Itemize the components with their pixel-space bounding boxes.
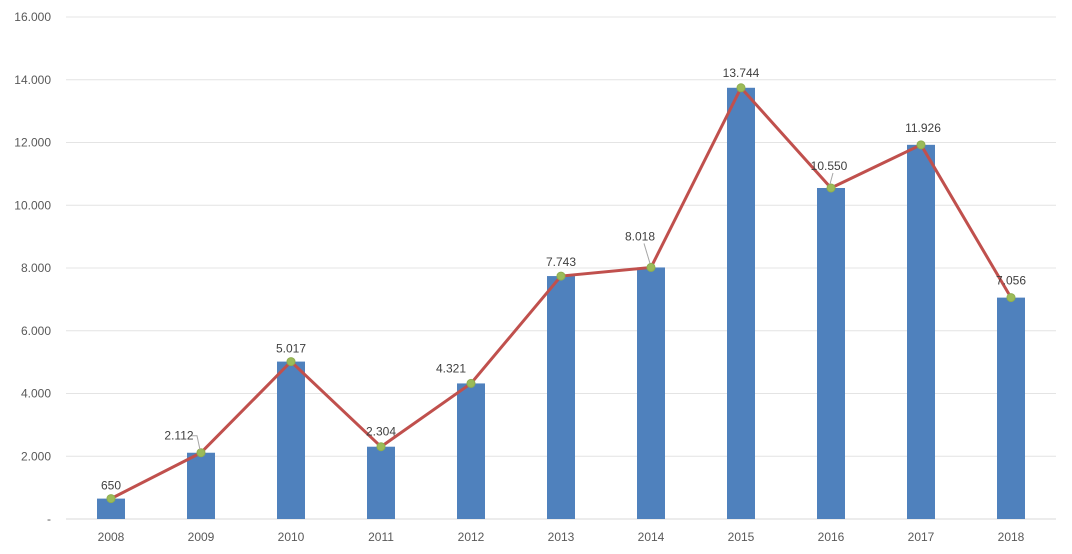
y-tick-label: 12.000 — [14, 136, 51, 150]
data-label-2015: 13.744 — [723, 66, 760, 80]
line-point-2016 — [826, 183, 836, 193]
x-axis-ticks: 2008 2009 2010 2011 2012 2013 2014 2015 2016 2017… — [98, 530, 1025, 544]
data-label-2011: 2.304 — [366, 425, 396, 439]
label-leader — [829, 172, 834, 185]
bar-2010 — [277, 361, 305, 519]
data-label-2017: 11.926 — [905, 121, 941, 135]
line-point-2014 — [646, 262, 656, 272]
x-tick-label: 2013 — [548, 530, 575, 544]
x-tick-label: 2016 — [818, 530, 845, 544]
y-tick-label: 10.000 — [14, 198, 51, 212]
y-tick-label: 14.000 — [14, 73, 51, 87]
bar-series — [97, 87, 1025, 520]
x-tick-label: 2018 — [998, 530, 1025, 544]
line-point-2013 — [556, 271, 566, 281]
x-tick-label: 2010 — [278, 530, 305, 544]
data-label-2010: 5.017 — [276, 342, 306, 356]
line-point-2008 — [106, 494, 116, 504]
bar-2013 — [547, 276, 575, 519]
y-tick-label: 4.000 — [21, 387, 51, 401]
data-labels: 650 2.112 5.017 2.304 4.321 7.743 8.018 13.744 1… — [101, 66, 1026, 493]
x-tick-label: 2011 — [368, 530, 394, 544]
y-tick-label: 6.000 — [21, 324, 51, 338]
line-point-2011 — [376, 442, 386, 452]
bar-2011 — [367, 446, 395, 519]
y-tick-label: - — [47, 512, 51, 526]
label-leaders — [191, 172, 834, 450]
bar-2018 — [997, 297, 1025, 519]
line-series — [106, 83, 1016, 504]
line-point-2012 — [466, 378, 476, 388]
x-tick-label: 2008 — [98, 530, 125, 544]
x-tick-label: 2017 — [908, 530, 935, 544]
y-axis-ticks: - 2.000 4.000 6.000 8.000 10.000 12.000 14.000 1… — [14, 10, 51, 526]
y-tick-label: 16.000 — [14, 10, 51, 24]
line-point-2015 — [736, 83, 746, 93]
x-tick-label: 2014 — [638, 530, 665, 544]
y-tick-label: 2.000 — [21, 449, 51, 463]
data-label-2013: 7.743 — [546, 255, 576, 269]
y-tick-label: 8.000 — [21, 261, 51, 275]
data-label-2016: 10.550 — [811, 159, 848, 173]
data-label-2018: 7.056 — [996, 274, 1026, 288]
label-leader — [643, 243, 651, 264]
data-label-2008: 650 — [101, 479, 121, 493]
line-point-2009 — [196, 448, 206, 458]
data-label-2009: 2.112 — [164, 429, 193, 443]
bar-2014 — [637, 267, 665, 519]
data-label-2014: 8.018 — [625, 229, 655, 243]
bar-2009 — [187, 452, 215, 519]
bar-2012 — [457, 383, 485, 519]
bar-2017 — [907, 144, 935, 519]
line-point-2010 — [286, 357, 296, 367]
x-tick-label: 2009 — [188, 530, 215, 544]
label-leader — [191, 435, 201, 450]
bar-2016 — [817, 187, 845, 519]
x-tick-label: 2012 — [458, 530, 485, 544]
line-point-2017 — [916, 140, 926, 150]
line-point-2018 — [1006, 293, 1016, 303]
x-tick-label: 2015 — [728, 530, 755, 544]
data-label-2012: 4.321 — [436, 361, 466, 375]
bar-2015 — [727, 87, 755, 520]
gridlines — [66, 16, 1056, 520]
bar-2008 — [97, 498, 125, 519]
